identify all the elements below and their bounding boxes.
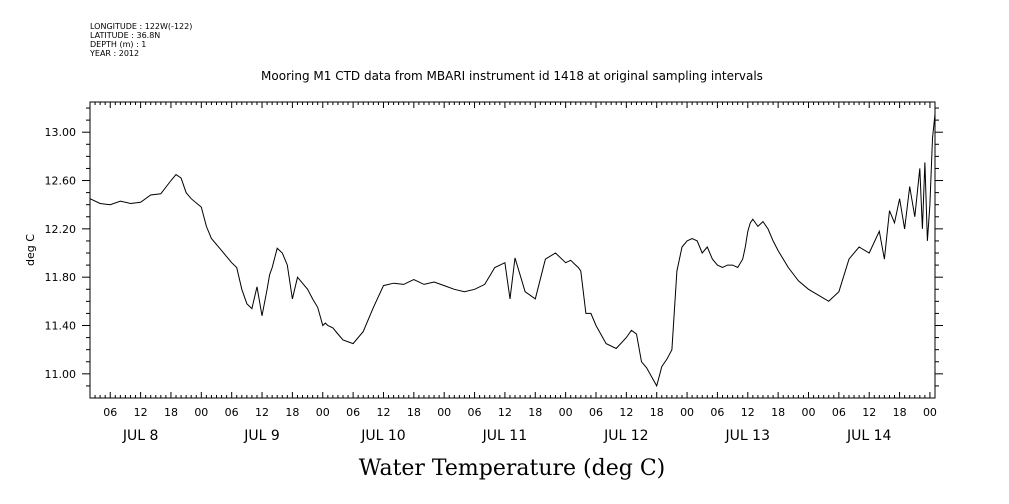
x-hour-label: 00 xyxy=(802,406,816,419)
year-label: YEAR : 2012 xyxy=(90,49,140,58)
x-hour-label: 12 xyxy=(741,406,755,419)
axis-ticks xyxy=(82,102,943,398)
x-hour-label: 00 xyxy=(316,406,330,419)
x-hour-label: 12 xyxy=(498,406,512,419)
day-label: JUL 8 xyxy=(122,428,159,444)
x-hour-label: 06 xyxy=(832,406,846,419)
x-hour-label: 18 xyxy=(407,406,421,419)
y-tick-label: 11.80 xyxy=(45,271,77,284)
x-hour-label: 18 xyxy=(528,406,542,419)
x-hour-label: 00 xyxy=(559,406,573,419)
x-hour-label: 06 xyxy=(468,406,482,419)
x-hour-label: 18 xyxy=(771,406,785,419)
depth-label: DEPTH (m) : 1 xyxy=(90,40,147,49)
y-tick-labels: 11.00 11.40 11.80 12.20 12.60 13.00 xyxy=(45,126,77,381)
x-hour-label: 12 xyxy=(134,406,148,419)
day-label: JUL 9 xyxy=(243,428,280,444)
day-label: JUL 13 xyxy=(725,428,770,444)
x-hour-label: 18 xyxy=(650,406,664,419)
plot-frame xyxy=(89,101,936,399)
x-hour-label: 00 xyxy=(194,406,208,419)
x-hour-label: 18 xyxy=(164,406,178,419)
x-hour-label: 00 xyxy=(923,406,937,419)
metadata-block: LONGITUDE : 122W(-122) LATITUDE : 36.8N … xyxy=(90,22,192,58)
x-hour-label: 12 xyxy=(376,406,390,419)
y-tick-label: 11.00 xyxy=(45,368,77,381)
x-hour-label: 00 xyxy=(437,406,451,419)
x-axis-label: Water Temperature (deg C) xyxy=(359,456,666,481)
chart-title: Mooring M1 CTD data from MBARI instrumen… xyxy=(261,69,763,83)
y-tick-label: 11.40 xyxy=(45,320,77,333)
x-hour-label: 06 xyxy=(589,406,603,419)
x-hour-label: 12 xyxy=(255,406,269,419)
y-tick-label: 12.20 xyxy=(45,223,77,236)
x-hour-label: 00 xyxy=(680,406,694,419)
longitude-label: LONGITUDE : 122W(-122) xyxy=(90,22,193,31)
x-tick-labels: 06 12 18 00 06 12 18 00 06 12 18 00 06 12 18 00 06 12 18 00… xyxy=(103,406,937,419)
y-tick-label: 12.60 xyxy=(45,175,77,188)
x-hour-label: 18 xyxy=(893,406,907,419)
x-hour-label: 18 xyxy=(285,406,299,419)
latitude-label: LATITUDE : 36.8N xyxy=(90,31,161,40)
day-labels: JUL 8 JUL 9 JUL 10 JUL 11 JUL 12 JUL 13 JUL 14 xyxy=(122,428,892,444)
y-axis-label: deg C xyxy=(24,234,37,266)
x-hour-label: 12 xyxy=(862,406,876,419)
day-label: JUL 11 xyxy=(482,428,527,444)
x-hour-label: 06 xyxy=(225,406,239,419)
x-hour-label: 06 xyxy=(710,406,724,419)
x-hour-label: 12 xyxy=(619,406,633,419)
water-temperature-line xyxy=(89,114,936,388)
day-label: JUL 10 xyxy=(360,428,405,444)
day-label: JUL 12 xyxy=(603,428,648,444)
y-tick-label: 13.00 xyxy=(45,126,77,139)
x-hour-label: 06 xyxy=(346,406,360,419)
x-hour-label: 06 xyxy=(103,406,117,419)
day-label: JUL 14 xyxy=(846,428,892,444)
